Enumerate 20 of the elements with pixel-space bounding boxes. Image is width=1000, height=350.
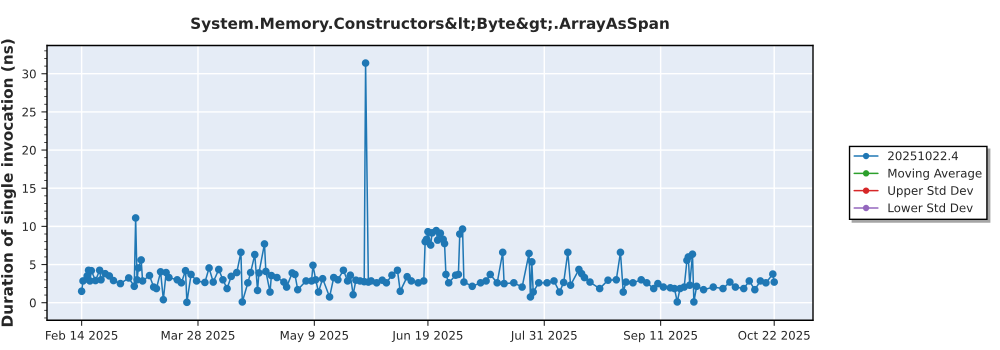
x-tick-label: Sep 11 2025 [624,330,698,342]
y-tick-label: 30 [22,69,36,78]
y-tick-label: 5 [30,260,36,270]
legend-label: Upper Std Dev [888,186,974,198]
x-tick-label: Mar 28 2025 [162,330,234,340]
y-tick-label: 20 [22,146,36,155]
y-tick-label: 15 [22,184,36,193]
x-tick-label: Jun 19 2025 [392,330,462,342]
y-tick-label: 0 [30,298,36,308]
x-tick-label: Oct 22 2025 [738,330,810,340]
x-tick-label: Jul 31 2025 [510,330,577,342]
y-tick-label: 25 [22,108,36,117]
chart-title: System.Memory.Constructors&lt;Byte&gt;.ArrayAsSpan [191,17,669,32]
y-axis-title: Duration of single invocation (ns) [1,40,16,326]
x-tick-label: May 9 2025 [280,330,348,342]
x-tick-label: Feb 14 2025 [46,330,118,340]
legend-label: 20251022.4 [888,151,958,160]
y-tick-label: 10 [22,222,36,232]
legend-label: Moving Average [888,168,982,180]
legend-label: Lower Std Dev [888,203,973,212]
